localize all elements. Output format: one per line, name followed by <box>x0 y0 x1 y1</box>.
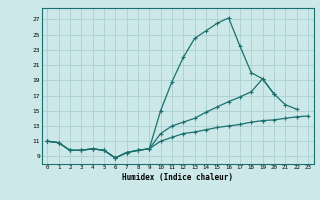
X-axis label: Humidex (Indice chaleur): Humidex (Indice chaleur) <box>122 173 233 182</box>
